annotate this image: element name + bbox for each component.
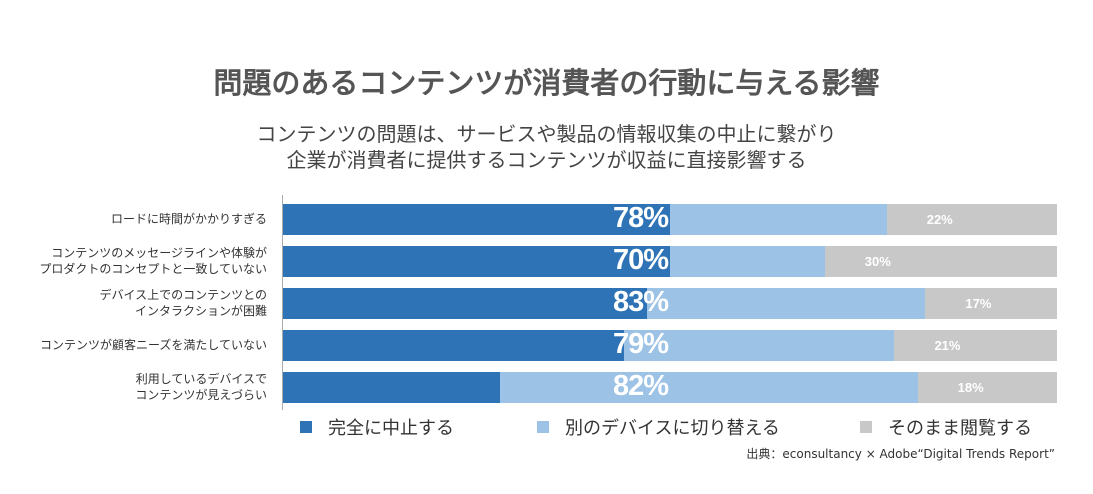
bar-segment-3 bbox=[824, 246, 1057, 277]
rest-value-label: 18% bbox=[957, 380, 984, 395]
total-value-label: 78% bbox=[612, 202, 669, 234]
bar-segment-3 bbox=[886, 204, 1057, 235]
total-value-label: 70% bbox=[612, 244, 669, 276]
bar-segment-1 bbox=[283, 372, 500, 403]
bar-segment-1 bbox=[283, 246, 670, 277]
rest-value-label: 22% bbox=[926, 212, 953, 227]
total-value-label: 83% bbox=[612, 286, 669, 318]
rest-value-label: 17% bbox=[965, 296, 992, 311]
total-value-label: 82% bbox=[612, 370, 669, 402]
bar-segment-2 bbox=[670, 204, 887, 235]
legend-item: 完全に中止する bbox=[300, 414, 454, 440]
legend-item: そのまま閲覧する bbox=[860, 414, 1032, 440]
bar-segment-2 bbox=[499, 372, 918, 403]
rest-value-label: 30% bbox=[864, 254, 891, 269]
bar-segment-3 bbox=[917, 372, 1057, 403]
legend-swatch bbox=[300, 421, 312, 433]
legend-swatch bbox=[537, 421, 549, 433]
bar-segment-2 bbox=[646, 288, 926, 319]
bar-segment-3 bbox=[894, 330, 1057, 361]
bar-segment-3 bbox=[925, 288, 1057, 319]
category-label: コンテンツが顧客ニーズを満たしていない bbox=[39, 338, 267, 352]
chart-subtitle-line-1: コンテンツの問題は、サービスや製品の情報収集の中止に繋がり bbox=[256, 122, 837, 146]
category-label: コンテンツのメッセージラインや体験が プロダクトのコンセプトと一致していない bbox=[39, 246, 267, 276]
legend-label: 完全に中止する bbox=[328, 418, 454, 439]
bar-segment-1 bbox=[283, 330, 624, 361]
chart-title: 問題のあるコンテンツが消費者の行動に与える影響 bbox=[213, 66, 880, 100]
category-label: デバイス上でのコンテンツとの インタラクションが困難 bbox=[99, 288, 267, 318]
bar-segment-1 bbox=[283, 204, 670, 235]
category-label: ロードに時間がかかりすぎる bbox=[110, 212, 267, 226]
rest-value-label: 21% bbox=[934, 338, 961, 353]
legend-swatch bbox=[860, 421, 872, 433]
legend-label: そのまま閲覧する bbox=[888, 418, 1032, 439]
chart-subtitle-line-2: 企業が消費者に提供するコンテンツが収益に直接影響する bbox=[286, 148, 807, 172]
bar-segment-2 bbox=[670, 246, 825, 277]
total-value-label: 79% bbox=[612, 328, 669, 360]
bar-segment-1 bbox=[283, 288, 647, 319]
category-label: 利用しているデバイスで コンテンツが見えづらい bbox=[135, 372, 267, 402]
bar-segment-2 bbox=[623, 330, 895, 361]
source-note: 出典：econsultancy × Adobe“Digital Trends R… bbox=[746, 447, 1055, 461]
y-axis-line bbox=[282, 195, 283, 410]
legend-label: 別のデバイスに切り替える bbox=[565, 418, 780, 439]
legend-item: 別のデバイスに切り替える bbox=[537, 414, 780, 440]
